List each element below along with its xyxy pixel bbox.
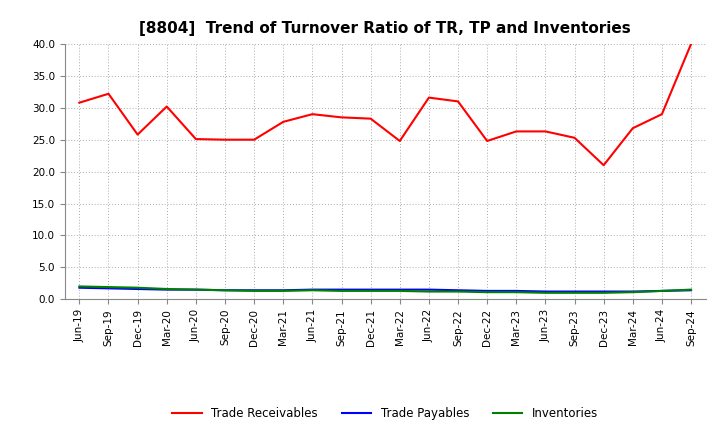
Trade Payables	[308, 287, 317, 292]
Trade Payables	[454, 288, 462, 293]
Inventories	[541, 290, 550, 296]
Inventories	[220, 288, 229, 293]
Trade Payables	[250, 288, 258, 293]
Trade Payables	[366, 287, 375, 292]
Inventories	[366, 288, 375, 293]
Line: Trade Receivables: Trade Receivables	[79, 44, 691, 165]
Line: Inventories: Inventories	[79, 286, 691, 293]
Trade Receivables	[483, 138, 492, 143]
Trade Receivables	[337, 115, 346, 120]
Inventories	[133, 285, 142, 290]
Trade Receivables	[192, 136, 200, 142]
Inventories	[687, 287, 696, 292]
Trade Receivables	[104, 91, 113, 96]
Inventories	[395, 288, 404, 293]
Trade Payables	[512, 288, 521, 293]
Trade Receivables	[220, 137, 229, 142]
Trade Payables	[483, 288, 492, 293]
Trade Payables	[75, 285, 84, 290]
Trade Receivables	[599, 162, 608, 168]
Trade Receivables	[629, 125, 637, 131]
Legend: Trade Receivables, Trade Payables, Inventories: Trade Receivables, Trade Payables, Inven…	[168, 402, 603, 425]
Trade Receivables	[366, 116, 375, 121]
Trade Receivables	[163, 104, 171, 109]
Trade Payables	[687, 288, 696, 293]
Inventories	[163, 286, 171, 292]
Trade Receivables	[657, 111, 666, 117]
Inventories	[250, 288, 258, 293]
Trade Receivables	[541, 129, 550, 134]
Trade Receivables	[308, 111, 317, 117]
Trade Payables	[629, 289, 637, 294]
Trade Payables	[599, 289, 608, 294]
Inventories	[425, 289, 433, 294]
Inventories	[512, 290, 521, 295]
Inventories	[454, 289, 462, 294]
Trade Payables	[337, 287, 346, 292]
Trade Payables	[279, 288, 287, 293]
Inventories	[337, 288, 346, 293]
Inventories	[279, 288, 287, 293]
Trade Payables	[657, 288, 666, 293]
Trade Payables	[163, 287, 171, 292]
Trade Payables	[425, 287, 433, 292]
Trade Payables	[570, 289, 579, 294]
Inventories	[192, 287, 200, 292]
Inventories	[483, 290, 492, 295]
Title: [8804]  Trend of Turnover Ratio of TR, TP and Inventories: [8804] Trend of Turnover Ratio of TR, TP…	[140, 21, 631, 36]
Trade Payables	[395, 287, 404, 292]
Trade Receivables	[395, 138, 404, 143]
Inventories	[75, 284, 84, 289]
Inventories	[657, 288, 666, 293]
Trade Receivables	[75, 100, 84, 105]
Trade Receivables	[425, 95, 433, 100]
Inventories	[599, 290, 608, 296]
Trade Receivables	[250, 137, 258, 142]
Trade Payables	[192, 287, 200, 292]
Trade Payables	[220, 288, 229, 293]
Trade Payables	[133, 286, 142, 292]
Inventories	[629, 290, 637, 295]
Trade Payables	[541, 289, 550, 294]
Trade Receivables	[512, 129, 521, 134]
Trade Receivables	[279, 119, 287, 125]
Line: Trade Payables: Trade Payables	[79, 288, 691, 292]
Trade Payables	[104, 286, 113, 291]
Trade Receivables	[454, 99, 462, 104]
Inventories	[570, 290, 579, 296]
Inventories	[308, 288, 317, 293]
Inventories	[104, 284, 113, 290]
Trade Receivables	[687, 41, 696, 47]
Trade Receivables	[133, 132, 142, 137]
Trade Receivables	[570, 135, 579, 140]
